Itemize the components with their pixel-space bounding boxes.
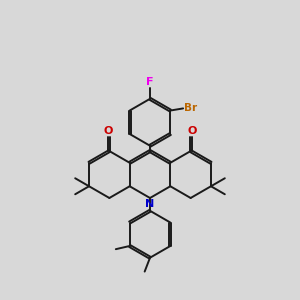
Text: Br: Br (184, 103, 197, 113)
Text: N: N (146, 199, 154, 208)
Text: O: O (187, 126, 196, 136)
Text: O: O (103, 126, 113, 136)
Text: F: F (146, 77, 154, 87)
